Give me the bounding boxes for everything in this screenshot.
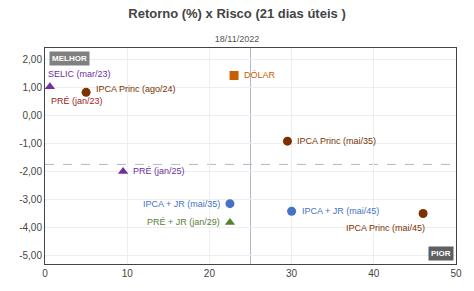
svg-text:-2,00: -2,00 xyxy=(19,166,42,177)
svg-text:2,00: 2,00 xyxy=(23,54,43,65)
svg-text:Retorno (%) x Risco (21 dias ú: Retorno (%) x Risco (21 dias úteis ) xyxy=(128,6,345,21)
svg-text:IPCA Princ (mai/35): IPCA Princ (mai/35) xyxy=(297,136,376,146)
svg-text:50: 50 xyxy=(450,268,462,279)
svg-text:MELHOR: MELHOR xyxy=(52,54,87,63)
svg-text:1,00: 1,00 xyxy=(23,82,43,93)
svg-text:0,00: 0,00 xyxy=(23,110,43,121)
svg-text:PRÉ + JR (jan/29): PRÉ + JR (jan/29) xyxy=(147,217,220,227)
svg-text:DÓLAR: DÓLAR xyxy=(244,70,276,80)
svg-text:IPCA + JR (mai/35): IPCA + JR (mai/35) xyxy=(143,199,220,209)
svg-text:30: 30 xyxy=(286,268,298,279)
svg-text:PIOR: PIOR xyxy=(431,249,451,258)
svg-text:PRÉ (jan/25): PRÉ (jan/25) xyxy=(133,166,185,176)
svg-text:40: 40 xyxy=(368,268,380,279)
svg-text:0: 0 xyxy=(42,268,48,279)
svg-text:-3,00: -3,00 xyxy=(19,194,42,205)
svg-text:IPCA Princ (ago/24): IPCA Princ (ago/24) xyxy=(96,84,176,94)
svg-text:-4,00: -4,00 xyxy=(19,222,42,233)
svg-text:20: 20 xyxy=(204,268,216,279)
svg-text:-5,00: -5,00 xyxy=(19,250,42,261)
svg-text:SELIC (mar/23): SELIC (mar/23) xyxy=(48,69,111,79)
svg-text:10: 10 xyxy=(122,268,134,279)
svg-text:18/11/2022: 18/11/2022 xyxy=(215,34,259,44)
svg-text:IPCA + JR (mai/45): IPCA + JR (mai/45) xyxy=(302,206,379,216)
svg-text:-1,00: -1,00 xyxy=(19,138,42,149)
svg-text:PRÉ (jan/23): PRÉ (jan/23) xyxy=(51,96,103,106)
svg-text:IPCA Princ (mai/45): IPCA Princ (mai/45) xyxy=(346,223,425,233)
